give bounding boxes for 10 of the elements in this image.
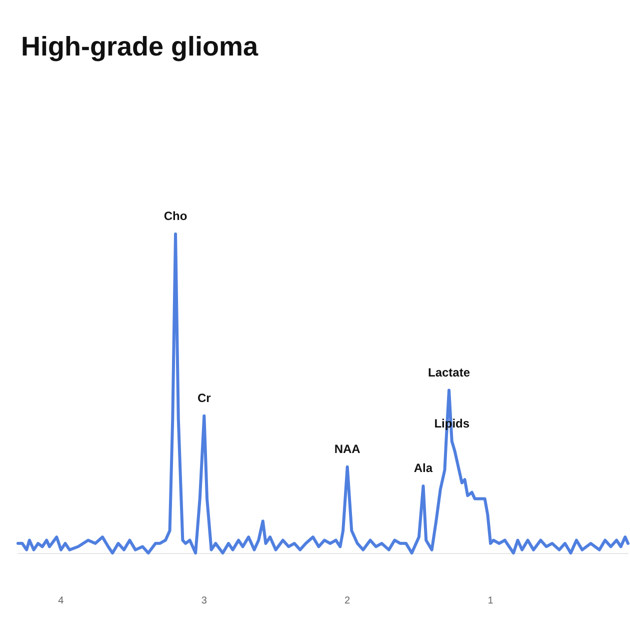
annotation: Cho	[164, 209, 188, 223]
annotation: Lactate	[428, 365, 470, 380]
x-tick-label: 3	[201, 596, 208, 606]
annotation: NAA	[334, 442, 361, 456]
x-tick-label: 2	[344, 596, 351, 606]
annotation: Cr	[197, 390, 212, 405]
annotation: Ala	[414, 461, 433, 476]
chart-title: High-grade glioma	[21, 32, 259, 62]
x-tick-label: 1	[488, 596, 494, 606]
x-tick-label: 4	[58, 596, 64, 606]
